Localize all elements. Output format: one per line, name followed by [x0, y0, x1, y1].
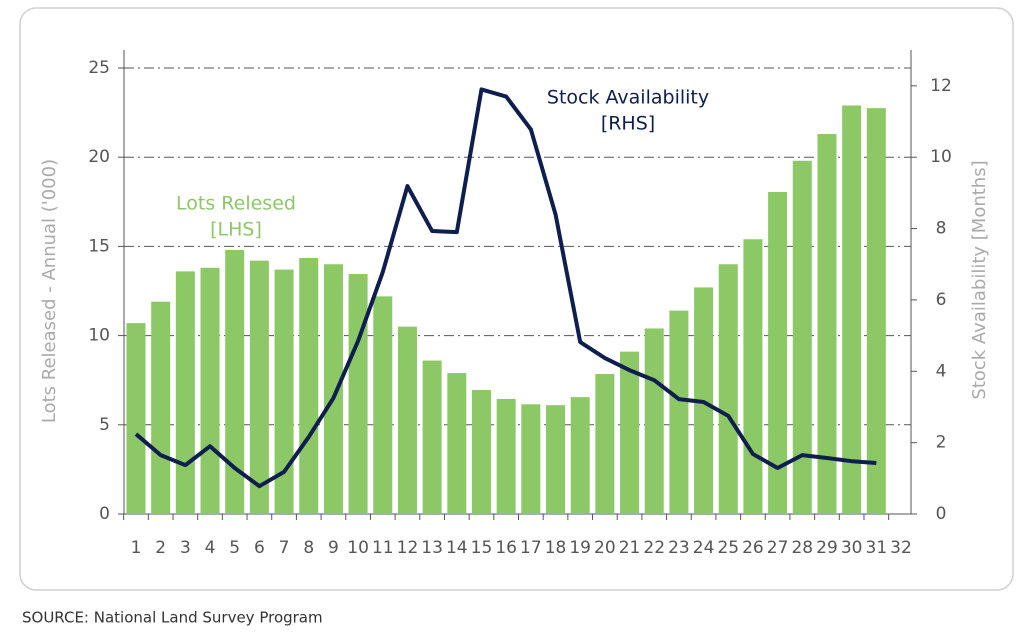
annotation-sub: [LHS]	[210, 219, 262, 241]
bar	[521, 404, 541, 514]
annotation: Stock Availability	[547, 87, 709, 109]
bar	[323, 264, 343, 514]
x-tick-label: 32	[890, 538, 912, 558]
x-tick-label: 10	[347, 538, 369, 558]
x-tick-label: 22	[643, 538, 665, 558]
y-axis-label: Lots Released - Annual ('000)	[39, 159, 60, 423]
bar	[644, 328, 664, 514]
bar	[570, 397, 590, 514]
x-tick-label: 23	[668, 538, 690, 558]
x-tick-label: 31	[866, 538, 888, 558]
x-tick-label: 26	[742, 538, 764, 558]
x-tick-label: 20	[594, 538, 616, 558]
bar	[669, 310, 689, 514]
bar	[718, 264, 738, 514]
x-tick-label: 21	[619, 538, 641, 558]
bar	[447, 373, 467, 514]
y-tick-label: 15	[88, 236, 110, 256]
bar	[126, 323, 146, 514]
y2-tick-label: 2	[936, 433, 947, 453]
y2-tick-label: 6	[936, 290, 947, 310]
x-tick-label: 13	[421, 538, 443, 558]
bar	[546, 405, 566, 514]
x-tick-label: 2	[155, 538, 166, 558]
bar	[373, 296, 393, 514]
x-tick-label: 11	[372, 538, 394, 558]
x-tick-label: 7	[279, 538, 290, 558]
bar	[225, 249, 245, 514]
bar	[397, 326, 417, 514]
x-tick-label: 24	[693, 538, 715, 558]
bar	[274, 269, 294, 514]
y2-tick-label: 12	[930, 76, 952, 96]
y-tick-label: 10	[88, 326, 110, 346]
y-tick-label: 0	[99, 504, 110, 524]
x-tick-label: 27	[767, 538, 789, 558]
bar	[348, 274, 368, 514]
bar	[620, 351, 640, 514]
bar	[151, 301, 171, 514]
x-tick-label: 25	[717, 538, 739, 558]
x-tick-label: 5	[229, 538, 240, 558]
bar	[496, 398, 516, 514]
bar	[299, 257, 319, 514]
y2-tick-label: 8	[936, 219, 947, 239]
bar	[471, 390, 491, 514]
annotation-sub: [RHS]	[601, 113, 655, 135]
x-tick-label: 15	[471, 538, 493, 558]
x-tick-label: 17	[520, 538, 542, 558]
x-tick-label: 16	[495, 538, 517, 558]
x-tick-label: 18	[545, 538, 567, 558]
bar	[595, 373, 615, 514]
y2-axis-label: Stock Availability [Months]	[969, 160, 990, 399]
line	[134, 87, 877, 489]
y-tick-label: 5	[99, 415, 110, 435]
x-tick-label: 8	[303, 538, 314, 558]
x-tick-label: 28	[791, 538, 813, 558]
x-tick-label: 4	[205, 538, 216, 558]
y-tick-label: 25	[88, 58, 110, 78]
y2-tick-label: 0	[936, 504, 947, 524]
x-tick-label: 3	[180, 538, 191, 558]
bar	[842, 105, 862, 515]
x-tick-label: 9	[328, 538, 339, 558]
bar	[866, 108, 886, 514]
y2-tick-label: 10	[930, 147, 952, 167]
bar	[175, 271, 195, 514]
x-tick-label: 29	[816, 538, 838, 558]
bar	[817, 134, 837, 514]
bar	[743, 239, 763, 514]
x-tick-label: 6	[254, 538, 265, 558]
annotation: Lots Relesed	[176, 193, 296, 215]
bar	[422, 360, 442, 514]
bar	[768, 191, 788, 514]
y-tick-label: 20	[88, 147, 110, 167]
source: SOURCE: National Land Survey Program	[22, 609, 323, 627]
x-tick-label: 19	[569, 538, 591, 558]
bar	[792, 160, 812, 514]
y2-tick-label: 4	[936, 361, 947, 381]
x-tick-label: 12	[397, 538, 419, 558]
x-tick-label: 14	[446, 538, 468, 558]
bar	[249, 260, 269, 514]
x-tick-label: 30	[841, 538, 863, 558]
bar	[200, 267, 220, 514]
x-tick-label: 1	[131, 538, 142, 558]
